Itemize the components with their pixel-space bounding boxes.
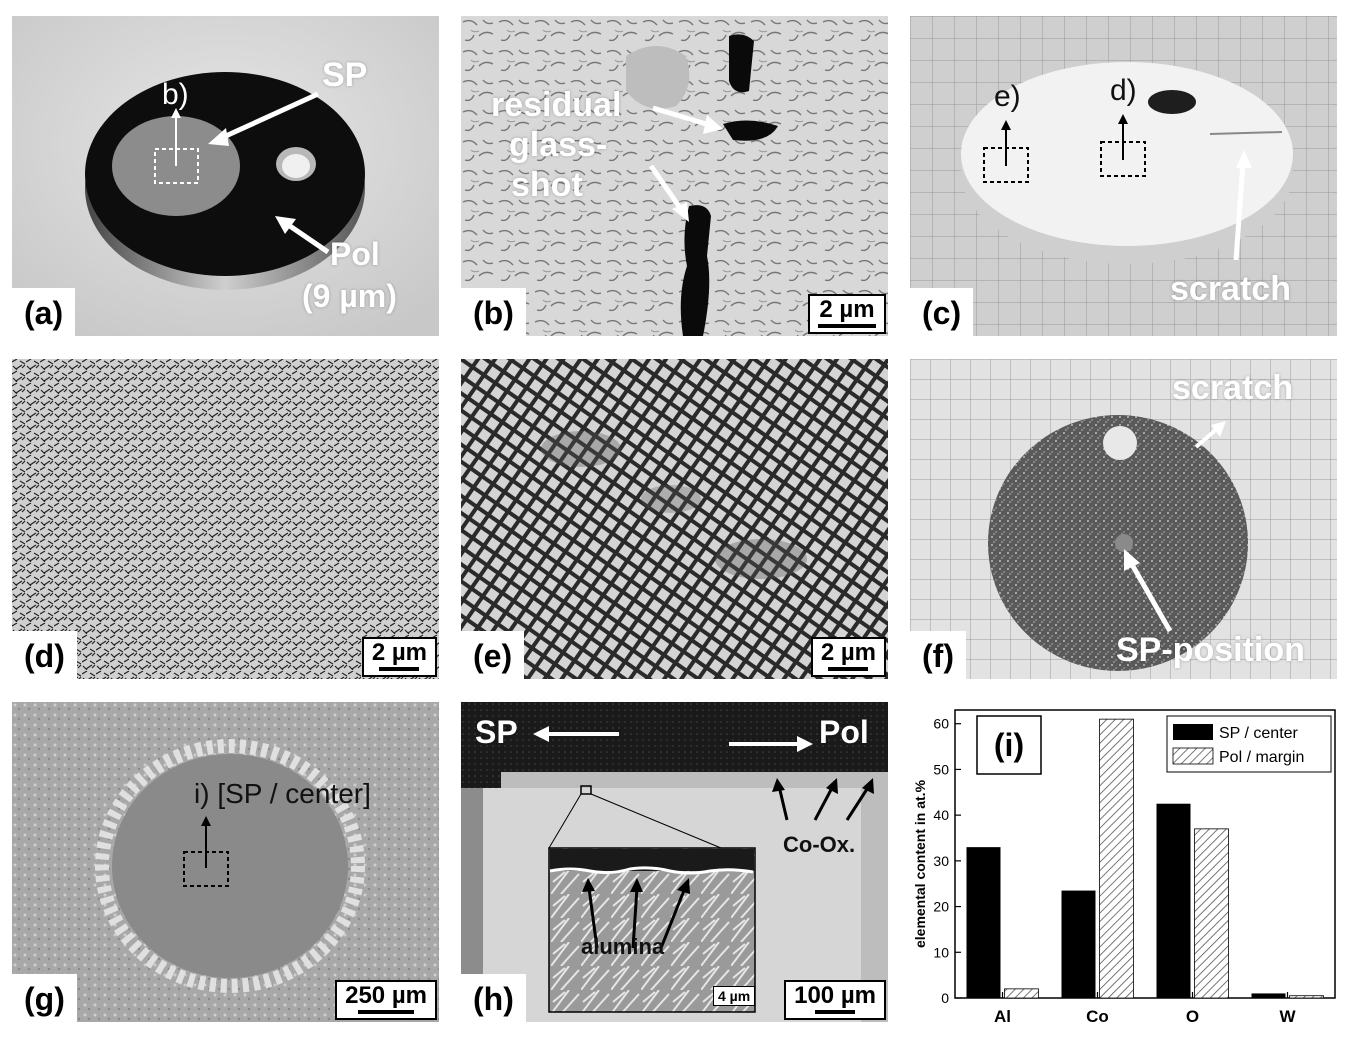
panel-d: 2 µm (d) xyxy=(12,359,439,679)
chart-i-ylabel: elemental content in at.% xyxy=(912,779,928,948)
panel-h-micrograph xyxy=(461,702,888,1022)
chart-i-ytick-label: 30 xyxy=(933,853,949,869)
panel-c: e) d) scratch (c) xyxy=(910,16,1337,336)
chart-i-bar-o-series2 xyxy=(1194,828,1229,999)
chart-i-ytick-label: 20 xyxy=(933,899,949,915)
chart-i-ytick-label: 0 xyxy=(941,990,949,1006)
chart-i-bar-o-series1 xyxy=(1156,803,1191,998)
chart-i-xtick-label: Al xyxy=(994,1007,1011,1026)
panel-h-inset-scale-text: 4 µm xyxy=(718,988,751,1004)
panel-c-e-ref: e) xyxy=(994,80,1021,113)
panel-e-label: (e) xyxy=(461,631,525,679)
chart-i-xtick-label: W xyxy=(1279,1007,1296,1026)
chart-i-bar-co-series2 xyxy=(1099,718,1134,999)
panel-h-scale-text: 100 µm xyxy=(794,982,876,1009)
panel-c-photo xyxy=(910,16,1337,336)
chart-i: 0 10 20 30 40 50 60 elemental content in at.% Al… xyxy=(912,709,1336,1026)
panel-f-sp-position-label: SP-position xyxy=(1116,631,1305,669)
chart-i-ytick-label: 40 xyxy=(933,807,949,823)
panel-c-scratch-label: scratch xyxy=(1170,270,1291,308)
panel-h-alumina-label: alumina xyxy=(581,934,665,959)
chart-i-legend-label-2: Pol / margin xyxy=(1219,749,1304,766)
chart-i-bar-al-series2 xyxy=(1004,988,1039,999)
panel-e-scale-line xyxy=(828,667,869,671)
panel-d-micrograph xyxy=(12,359,439,679)
panel-d-label: (d) xyxy=(12,631,77,679)
chart-i-ytick-label: 60 xyxy=(933,716,949,732)
panel-h-scale-line xyxy=(815,1010,856,1014)
chart-i-legend-swatch-2 xyxy=(1172,747,1214,765)
chart-i-plot-frame xyxy=(954,709,1336,999)
panel-g-label: (g) xyxy=(12,974,77,1022)
panel-f-label: (f) xyxy=(910,631,966,679)
panel-b-annotation-line3: shot xyxy=(511,166,583,204)
panel-b-annotation-line2: glass- xyxy=(509,126,608,164)
panel-e: 2 µm (e) xyxy=(461,359,888,679)
panel-b: residual glass- shot 2 µm (b) xyxy=(461,16,888,336)
panel-h-inset-scale: 4 µm xyxy=(713,986,756,1006)
chart-i-ytick-label: 10 xyxy=(933,944,949,960)
panel-f-scratch-label: scratch xyxy=(1172,369,1293,407)
panel-h: SP Pol Co-Ox. alumina 4 µm 100 µm (h) xyxy=(461,702,888,1022)
panel-h-label: (h) xyxy=(461,974,526,1022)
panel-g-micrograph xyxy=(12,702,439,1022)
panel-a-pol-thickness: (9 µm) xyxy=(302,278,397,314)
panel-h-pol-label: Pol xyxy=(819,714,869,750)
panel-g-annotation: i) [SP / center] xyxy=(194,778,371,809)
panel-a-pol-label: Pol xyxy=(330,236,380,272)
panel-a-sp-label: SP xyxy=(322,56,368,94)
panel-b-label: (b) xyxy=(461,288,526,336)
chart-i-panel-label: (i) xyxy=(994,727,1024,763)
panel-h-sp-label: SP xyxy=(475,714,518,750)
panel-g-scale-line xyxy=(358,1010,415,1014)
panel-e-micrograph xyxy=(461,359,888,679)
panel-g-scale-bar: 250 µm xyxy=(335,980,437,1020)
panel-h-co-ox-label: Co-Ox. xyxy=(783,832,856,857)
chart-i-xtick-label: Co xyxy=(1086,1007,1109,1026)
panel-b-annotation-line1: residual xyxy=(491,86,622,124)
panel-d-scale-text: 2 µm xyxy=(371,639,427,666)
panel-c-d-ref: d) xyxy=(1110,74,1137,107)
panel-a-b-ref: b) xyxy=(162,78,189,111)
panel-b-scale-text: 2 µm xyxy=(819,296,875,323)
panel-a-label: (a) xyxy=(12,288,76,336)
panel-f-photo xyxy=(910,359,1337,679)
chart-i-legend-swatch-1 xyxy=(1173,724,1213,740)
panel-f: scratch SP-position (f) xyxy=(910,359,1337,679)
chart-i-xtick-label: O xyxy=(1186,1007,1199,1026)
panel-d-scale-bar: 2 µm xyxy=(361,637,437,677)
panel-c-label: (c) xyxy=(910,288,974,336)
panel-a: b) SP Pol (9 µm) (a) xyxy=(12,16,439,336)
chart-i-panel-label-box xyxy=(976,715,1042,775)
panel-b-scale-bar: 2 µm xyxy=(808,294,886,334)
panel-h-scale-bar: 100 µm xyxy=(784,980,886,1020)
chart-i-bar-al-series1 xyxy=(966,847,1001,998)
panel-e-scale-text: 2 µm xyxy=(820,639,876,666)
panel-b-micrograph xyxy=(461,16,888,336)
chart-i-bar-co-series1 xyxy=(1061,890,1096,998)
chart-i-bar-w-series2 xyxy=(1289,995,1324,999)
panel-i: 0 10 20 30 40 50 60 elemental content in at.% Al… xyxy=(905,700,1345,1040)
panel-d-scale-line xyxy=(379,667,420,671)
chart-i-legend-label-1: SP / center xyxy=(1219,725,1299,742)
chart-i-bar-w-series1 xyxy=(1251,993,1286,998)
chart-i-ytick-label: 50 xyxy=(933,761,949,777)
panel-a-photo xyxy=(12,16,439,336)
panel-e-scale-bar: 2 µm xyxy=(810,637,886,677)
panel-b-scale-line xyxy=(818,324,876,328)
panel-g: i) [SP / center] 250 µm (g) xyxy=(12,702,439,1022)
panel-g-scale-text: 250 µm xyxy=(345,982,427,1009)
